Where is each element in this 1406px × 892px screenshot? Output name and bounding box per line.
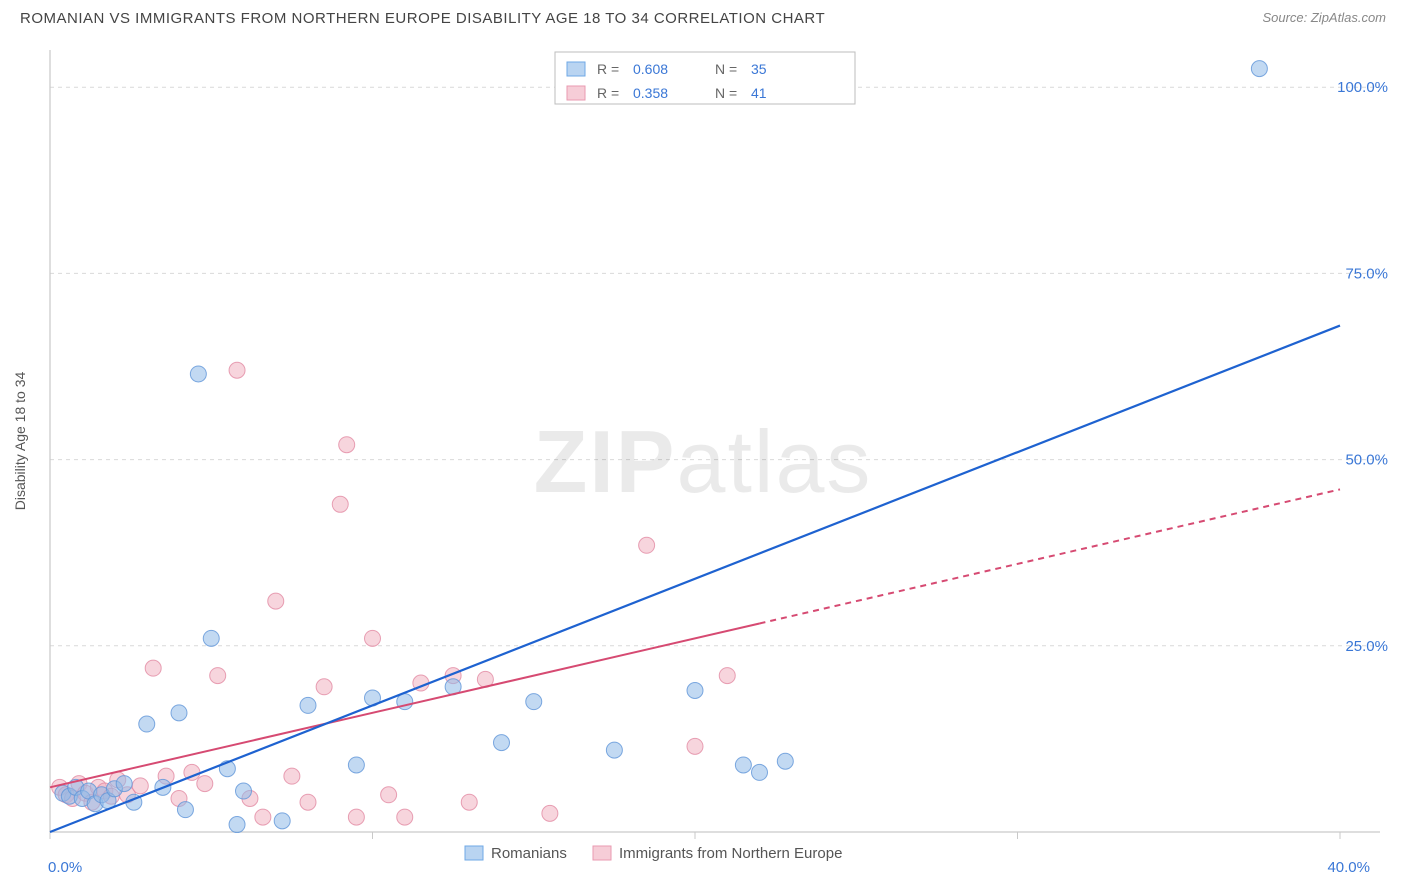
svg-text:Romanians: Romanians <box>491 845 567 862</box>
svg-text:R =: R = <box>597 61 619 77</box>
svg-text:75.0%: 75.0% <box>1345 265 1388 282</box>
svg-text:25.0%: 25.0% <box>1345 638 1388 655</box>
svg-text:100.0%: 100.0% <box>1337 79 1388 96</box>
svg-text:35: 35 <box>751 61 767 77</box>
svg-text:R =: R = <box>597 85 619 101</box>
svg-text:50.0%: 50.0% <box>1345 452 1388 469</box>
source-attribution: Source: ZipAtlas.com <box>1262 10 1386 25</box>
svg-text:41: 41 <box>751 85 767 101</box>
chart-area: 0.0% 40.0% 25.0% 50.0% 75.0% 100.0% Disability… <box>0 42 1406 892</box>
svg-text:N =: N = <box>715 61 737 77</box>
svg-text:N =: N = <box>715 85 737 101</box>
svg-text:Immigrants from Northern Europ: Immigrants from Northern Europe <box>619 845 842 862</box>
svg-text:0.358: 0.358 <box>633 85 668 101</box>
chart-title: ROMANIAN VS IMMIGRANTS FROM NORTHERN EUR… <box>20 10 825 27</box>
svg-text:Disability Age 18 to 34: Disability Age 18 to 34 <box>12 372 28 511</box>
svg-text:40.0%: 40.0% <box>1327 859 1370 876</box>
scatter-chart-svg: 0.0% 40.0% 25.0% 50.0% 75.0% 100.0% Disability… <box>0 42 1406 892</box>
svg-text:0.608: 0.608 <box>633 61 668 77</box>
svg-text:0.0%: 0.0% <box>48 859 82 876</box>
